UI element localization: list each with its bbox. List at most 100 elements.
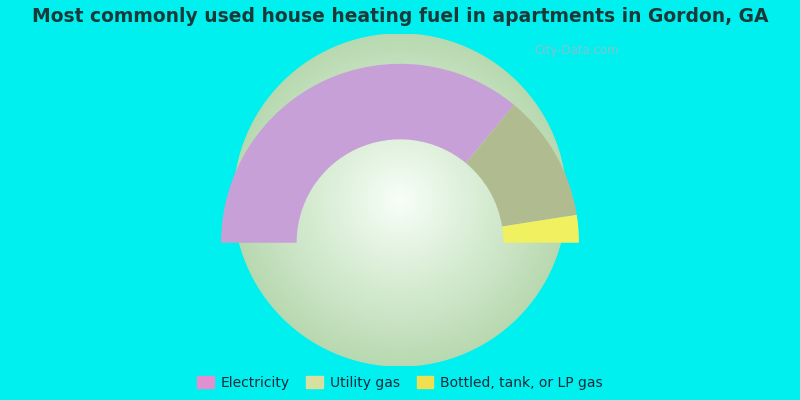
Circle shape (383, 183, 417, 217)
Circle shape (270, 70, 530, 330)
Circle shape (254, 55, 546, 345)
Circle shape (244, 44, 556, 356)
Circle shape (292, 92, 508, 308)
Circle shape (242, 42, 558, 358)
Circle shape (382, 182, 418, 218)
Circle shape (266, 66, 534, 334)
Circle shape (282, 82, 518, 318)
Circle shape (336, 136, 464, 264)
Circle shape (281, 81, 519, 319)
Circle shape (301, 100, 499, 300)
Circle shape (326, 127, 474, 273)
Circle shape (345, 145, 455, 255)
Circle shape (386, 186, 414, 214)
Circle shape (290, 89, 510, 311)
Circle shape (331, 131, 469, 269)
Circle shape (262, 62, 538, 338)
Circle shape (278, 78, 522, 322)
Circle shape (362, 163, 438, 237)
Circle shape (256, 56, 544, 344)
Circle shape (389, 189, 411, 211)
Circle shape (375, 175, 425, 225)
Circle shape (302, 102, 498, 298)
Circle shape (349, 149, 451, 251)
Wedge shape (502, 215, 579, 243)
Circle shape (335, 135, 465, 265)
Circle shape (339, 139, 461, 261)
Circle shape (284, 84, 516, 316)
Circle shape (328, 128, 472, 272)
Circle shape (341, 140, 459, 260)
Circle shape (396, 196, 404, 204)
Circle shape (354, 154, 446, 246)
Circle shape (260, 60, 540, 340)
Circle shape (321, 121, 479, 279)
Circle shape (310, 110, 490, 290)
Circle shape (234, 34, 566, 366)
Circle shape (393, 193, 407, 207)
Circle shape (271, 71, 529, 329)
Circle shape (366, 167, 434, 233)
Circle shape (346, 146, 454, 254)
Circle shape (316, 116, 484, 284)
Circle shape (378, 178, 422, 222)
Circle shape (317, 117, 483, 283)
Circle shape (298, 98, 502, 302)
Circle shape (280, 80, 520, 320)
Circle shape (394, 194, 406, 206)
Circle shape (342, 142, 458, 258)
Circle shape (237, 37, 563, 363)
Circle shape (250, 51, 550, 350)
Legend: Electricity, Utility gas, Bottled, tank, or LP gas: Electricity, Utility gas, Bottled, tank,… (197, 376, 603, 390)
Circle shape (330, 130, 470, 270)
Circle shape (254, 53, 546, 347)
Circle shape (285, 85, 515, 315)
Circle shape (296, 96, 504, 304)
Circle shape (309, 109, 491, 291)
Circle shape (358, 158, 442, 242)
Circle shape (273, 73, 527, 327)
Circle shape (343, 143, 457, 257)
Circle shape (250, 49, 550, 351)
Circle shape (269, 68, 531, 332)
Circle shape (238, 38, 562, 362)
Circle shape (371, 171, 429, 229)
Circle shape (322, 122, 478, 278)
Circle shape (299, 99, 501, 301)
Circle shape (265, 64, 535, 336)
Circle shape (334, 134, 466, 266)
Circle shape (235, 35, 565, 365)
Circle shape (295, 95, 505, 305)
Circle shape (246, 46, 554, 354)
Circle shape (372, 172, 428, 228)
Circle shape (311, 112, 489, 288)
Circle shape (332, 132, 468, 268)
Circle shape (392, 192, 408, 208)
Circle shape (381, 181, 419, 219)
Circle shape (398, 197, 402, 203)
Circle shape (324, 124, 476, 276)
Circle shape (351, 152, 449, 248)
Circle shape (385, 185, 415, 215)
Circle shape (374, 174, 426, 226)
Circle shape (377, 176, 423, 224)
Circle shape (248, 48, 552, 352)
Circle shape (303, 103, 497, 297)
Circle shape (353, 153, 447, 247)
Circle shape (387, 188, 413, 212)
Circle shape (288, 88, 512, 312)
Circle shape (258, 58, 542, 342)
Circle shape (263, 63, 537, 337)
Circle shape (320, 120, 480, 280)
Text: Most commonly used house heating fuel in apartments in Gordon, GA: Most commonly used house heating fuel in… (32, 8, 768, 26)
Circle shape (390, 190, 410, 210)
Circle shape (241, 41, 559, 359)
Circle shape (245, 45, 555, 355)
Circle shape (318, 118, 482, 282)
Circle shape (290, 91, 510, 309)
Circle shape (350, 150, 450, 250)
Circle shape (307, 107, 493, 293)
Circle shape (267, 67, 533, 333)
Circle shape (360, 160, 440, 240)
Circle shape (294, 94, 506, 306)
